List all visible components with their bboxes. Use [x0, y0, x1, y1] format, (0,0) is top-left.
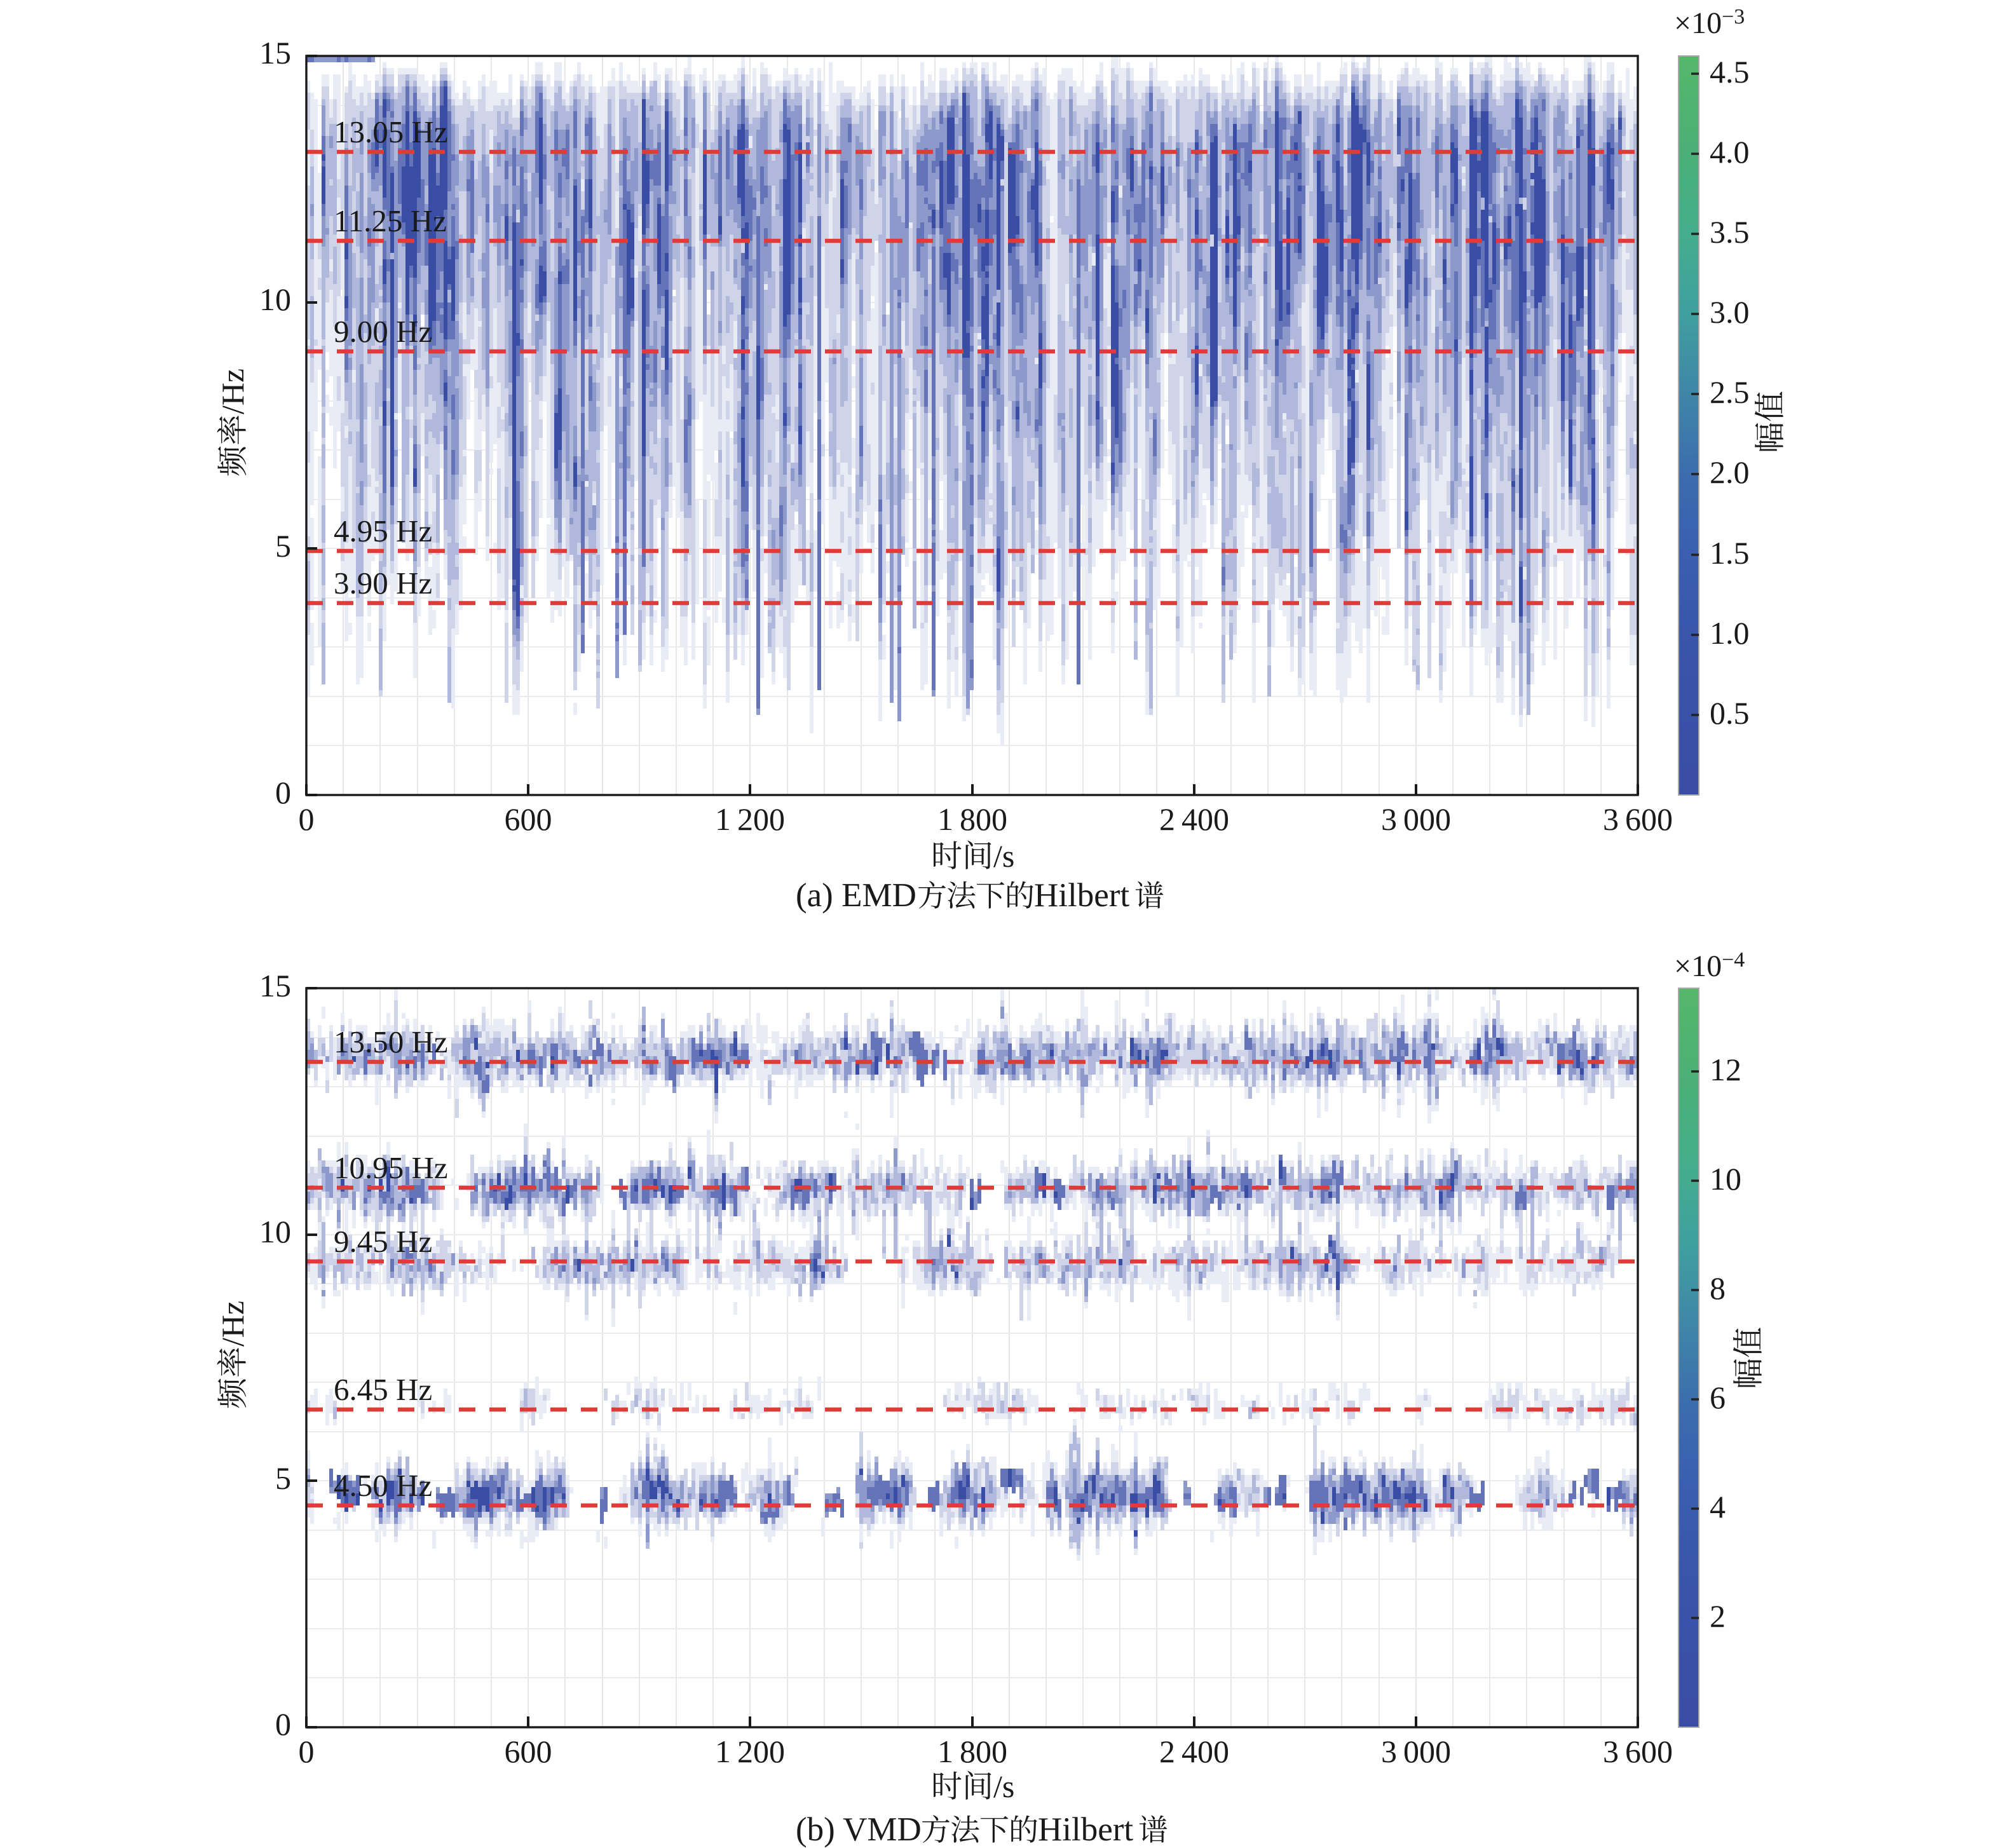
svg-text:6.45 Hz: 6.45 Hz: [334, 1372, 432, 1407]
svg-text:2.5: 2.5: [1710, 374, 1750, 410]
svg-text:3 000: 3 000: [1381, 801, 1451, 837]
svg-text:2 400: 2 400: [1159, 1734, 1229, 1769]
svg-text:0: 0: [275, 1706, 291, 1742]
svg-text:0: 0: [275, 775, 291, 810]
svg-text:3.0: 3.0: [1710, 294, 1750, 330]
svg-text:Hilbert: Hilbert: [1038, 1811, 1133, 1848]
svg-text:9.45 Hz: 9.45 Hz: [334, 1224, 432, 1259]
svg-text:15: 15: [259, 35, 291, 71]
svg-text:13.50 Hz: 13.50 Hz: [334, 1024, 448, 1059]
svg-text:3 600: 3 600: [1603, 1734, 1673, 1769]
svg-text:1 800: 1 800: [937, 1734, 1007, 1769]
svg-text:1 800: 1 800: [937, 801, 1007, 837]
svg-text:4.0: 4.0: [1710, 134, 1750, 170]
svg-text:10: 10: [259, 1214, 291, 1249]
svg-text:1.0: 1.0: [1710, 615, 1750, 651]
svg-text:×10−4: ×10−4: [1674, 948, 1745, 983]
svg-text:3 000: 3 000: [1381, 1734, 1451, 1769]
svg-text:10: 10: [259, 282, 291, 317]
svg-text:3.5: 3.5: [1710, 214, 1750, 250]
svg-text:5: 5: [275, 528, 291, 564]
svg-text:0: 0: [299, 1734, 315, 1769]
svg-text:600: 600: [505, 801, 552, 837]
svg-text:1 200: 1 200: [715, 801, 785, 837]
svg-text:600: 600: [505, 1734, 552, 1769]
svg-text:Hilbert: Hilbert: [1034, 877, 1129, 914]
svg-text:0: 0: [299, 801, 315, 837]
svg-text:/Hz: /Hz: [215, 369, 250, 414]
svg-text:4.95 Hz: 4.95 Hz: [334, 513, 432, 548]
svg-text:2 400: 2 400: [1159, 801, 1229, 837]
svg-text:10.95 Hz: 10.95 Hz: [334, 1150, 448, 1185]
svg-text:12: 12: [1710, 1052, 1741, 1087]
svg-text:4.50 Hz: 4.50 Hz: [334, 1468, 432, 1503]
svg-text:/s: /s: [993, 838, 1014, 874]
svg-text:(a) EMD: (a) EMD: [796, 877, 916, 914]
svg-text:13.05 Hz: 13.05 Hz: [334, 114, 448, 149]
svg-text:0.5: 0.5: [1710, 695, 1750, 731]
svg-text:9.00 Hz: 9.00 Hz: [334, 314, 432, 349]
svg-text:1.5: 1.5: [1710, 535, 1750, 571]
svg-text:×10−3: ×10−3: [1674, 5, 1745, 40]
svg-text:3 600: 3 600: [1603, 801, 1673, 837]
svg-text:2.0: 2.0: [1710, 454, 1750, 490]
svg-text:4: 4: [1710, 1489, 1726, 1525]
svg-text:/Hz: /Hz: [215, 1301, 250, 1347]
svg-text:3.90 Hz: 3.90 Hz: [334, 566, 432, 601]
svg-text:5: 5: [275, 1460, 291, 1496]
svg-text:8: 8: [1710, 1270, 1726, 1306]
svg-text:15: 15: [259, 968, 291, 1003]
svg-text:11.25 Hz: 11.25 Hz: [334, 203, 447, 238]
svg-text:6: 6: [1710, 1380, 1726, 1415]
svg-text:2: 2: [1710, 1598, 1726, 1634]
svg-text:/s: /s: [993, 1769, 1014, 1804]
svg-text:(b) VMD: (b) VMD: [796, 1811, 922, 1848]
svg-text:10: 10: [1710, 1161, 1741, 1197]
svg-text:1 200: 1 200: [715, 1734, 785, 1769]
svg-text:4.5: 4.5: [1710, 54, 1750, 90]
